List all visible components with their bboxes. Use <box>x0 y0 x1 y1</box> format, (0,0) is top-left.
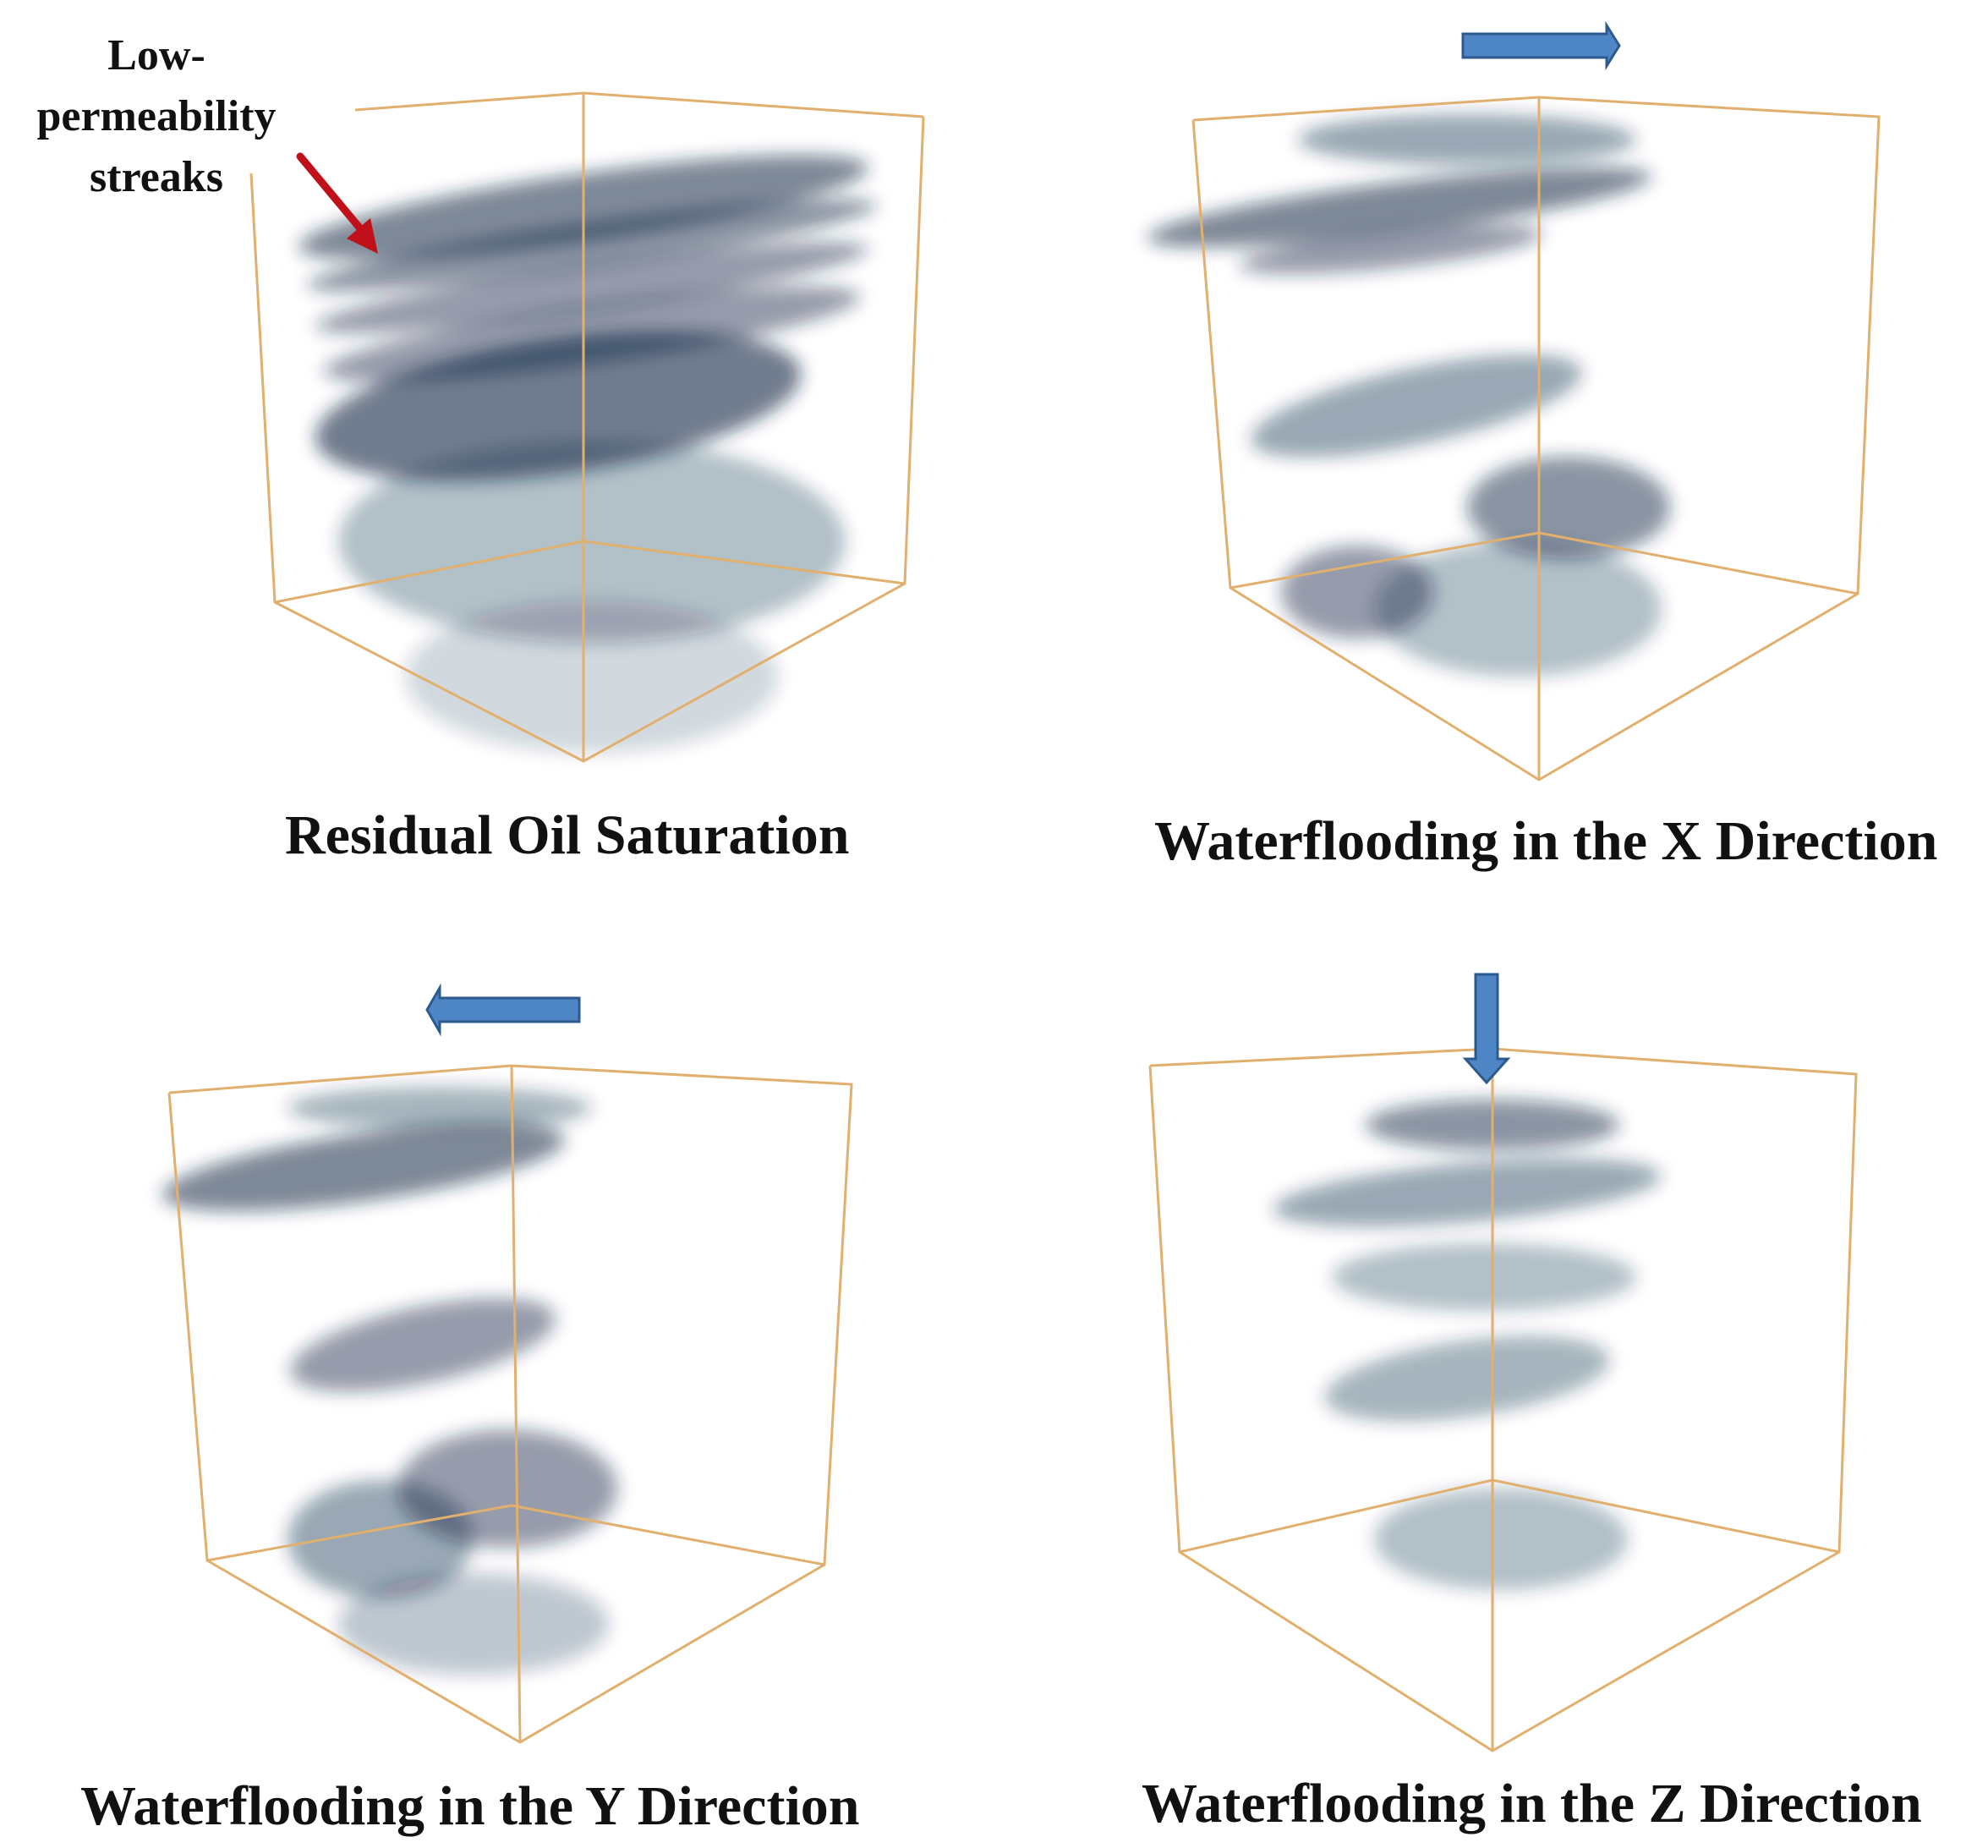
caption-x-direction: Waterflooding in the X Direction <box>1154 810 1938 872</box>
panel-z-direction <box>994 930 1988 1848</box>
panel-x-direction <box>994 0 1988 905</box>
arrow-left-icon <box>425 983 581 1037</box>
cube-residual <box>249 91 925 763</box>
caption-residual: Residual Oil Saturation <box>285 804 850 866</box>
annotation-line-1: Low- <box>107 31 205 80</box>
oil-clusters-y-direction <box>162 1087 617 1675</box>
annotation-line-3: streaks <box>90 152 223 201</box>
arrow-down-icon <box>1462 973 1511 1085</box>
cube-edges-x-direction <box>1191 96 1881 781</box>
oil-clusters-residual <box>298 155 877 753</box>
caption-y-direction: Waterflooding in the Y Direction <box>80 1775 860 1837</box>
cube-edges-residual <box>249 91 925 763</box>
panel-y-direction <box>0 930 994 1848</box>
cube-y-direction <box>162 983 853 1744</box>
oil-clusters-x-direction <box>1147 114 1670 677</box>
cube-x-direction <box>1147 20 1881 781</box>
arrow-right-icon <box>1461 20 1621 71</box>
cube-z-direction <box>1148 973 1858 1752</box>
annotation-line-2: permeability <box>36 91 277 140</box>
red-arrow-down-right <box>296 152 378 254</box>
cube-edges-y-direction <box>167 1064 853 1744</box>
annotation-low-permeability-streaks: Low- permeability streaks <box>8 25 304 207</box>
panel-residual <box>0 0 994 905</box>
caption-z-direction: Waterflooding in the Z Direction <box>1142 1773 1922 1834</box>
